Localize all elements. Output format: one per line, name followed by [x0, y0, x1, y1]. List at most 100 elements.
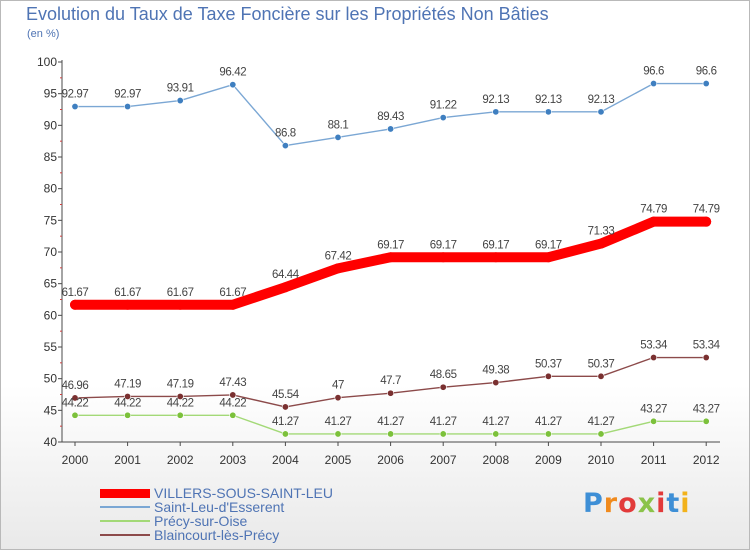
chart-unit-label: (en %) [27, 28, 60, 40]
data-point [281, 403, 289, 411]
data-point [229, 81, 237, 89]
data-label: 92.97 [62, 89, 89, 101]
line-chart: 40 45 50 55 60 65 70 75 80 85 90 95 100 2000 2001 2002 2… [37, 55, 721, 467]
y-tick-label: 90 [44, 118, 58, 132]
data-label: 48.65 [430, 369, 457, 381]
data-label: 45.54 [272, 389, 300, 401]
data-label: 61.67 [219, 287, 246, 299]
data-point [334, 133, 342, 141]
data-point [124, 103, 132, 111]
y-tick-label: 55 [44, 340, 58, 354]
data-label: 74.79 [693, 204, 720, 216]
data-label: 74.79 [640, 204, 667, 216]
data-point [70, 299, 80, 310]
data-label: 50.37 [535, 358, 562, 370]
data-point [492, 108, 500, 116]
data-label: 41.27 [430, 416, 457, 428]
y-tick-label: 95 [44, 87, 58, 101]
x-tick-label: 2010 [588, 453, 615, 467]
data-label: 92.97 [114, 89, 141, 101]
x-tick-label: 2005 [325, 453, 352, 467]
data-point [596, 238, 606, 249]
x-tick-label: 2011 [641, 453, 667, 467]
x-tick-label: 2007 [430, 453, 457, 467]
data-point [597, 372, 605, 380]
data-label: 41.27 [535, 416, 562, 428]
legend-swatch [100, 534, 150, 536]
data-point [544, 372, 552, 380]
x-tick-label: 2008 [482, 453, 509, 467]
data-label: 47.19 [167, 378, 194, 390]
chart-title: Evolution du Taux de Taxe Foncière sur l… [26, 4, 549, 24]
data-point [71, 411, 79, 419]
data-point [385, 252, 396, 263]
legend-label: Saint-Leu-d'Esserent [154, 499, 285, 515]
data-label: 67.42 [325, 250, 352, 262]
data-label: 44.22 [62, 397, 89, 409]
data-label: 49.38 [482, 365, 509, 377]
y-tick-label: 60 [44, 308, 58, 322]
data-label: 86.8 [275, 128, 296, 140]
data-label: 69.17 [377, 239, 404, 251]
y-tick-label: 75 [44, 213, 58, 227]
data-label: 46.96 [62, 380, 89, 392]
data-point [648, 216, 659, 227]
data-point [122, 299, 133, 310]
data-label: 47.7 [380, 375, 401, 387]
data-point [439, 383, 447, 391]
data-label: 92.13 [588, 94, 615, 106]
data-point [439, 430, 447, 438]
data-label: 71.33 [588, 226, 615, 238]
y-tick-label: 85 [44, 150, 58, 164]
data-point [280, 282, 291, 293]
data-label: 41.27 [588, 416, 615, 428]
legend-label: VILLERS-SOUS-SAINT-LEU [154, 485, 333, 501]
data-point [387, 389, 395, 397]
data-point [650, 417, 658, 425]
x-tick-label: 2006 [377, 453, 404, 467]
y-tick-label: 70 [44, 245, 58, 259]
data-label: 47.43 [219, 377, 246, 389]
data-point [334, 430, 342, 438]
data-point [544, 108, 552, 116]
data-label: 64.44 [272, 269, 300, 281]
data-label: 69.17 [482, 239, 509, 251]
data-point [544, 430, 552, 438]
data-point [334, 394, 342, 402]
data-label: 41.27 [377, 416, 404, 428]
data-point [71, 103, 79, 111]
data-point [229, 411, 237, 419]
data-point [281, 430, 289, 438]
x-tick-label: 2002 [167, 453, 194, 467]
data-point [492, 430, 500, 438]
data-point [124, 392, 132, 400]
data-point [227, 299, 238, 310]
legend-swatch [100, 520, 150, 522]
y-tick-label: 100 [37, 55, 57, 69]
data-label: 88.1 [328, 119, 349, 131]
x-tick-label: 2003 [219, 453, 246, 467]
data-point [229, 391, 237, 399]
logo-letter: x [637, 488, 657, 519]
data-label: 41.27 [272, 416, 299, 428]
data-point [176, 392, 184, 400]
data-label: 44.22 [219, 397, 246, 409]
logo-letter: t [666, 488, 681, 519]
logo-letter: P [583, 488, 604, 519]
data-label: 69.17 [430, 239, 457, 251]
x-tick-label: 2009 [535, 453, 562, 467]
data-label: 92.13 [535, 94, 562, 106]
data-label: 96.42 [219, 67, 246, 79]
data-label: 89.43 [377, 111, 404, 123]
data-point [176, 411, 184, 419]
x-tick-label: 2004 [272, 453, 299, 467]
data-label: 53.34 [693, 340, 721, 352]
logo-letter: r [603, 488, 619, 519]
data-label: 92.13 [482, 94, 509, 106]
data-label: 61.67 [114, 287, 141, 299]
y-tick-label: 80 [44, 182, 58, 196]
data-point [71, 394, 79, 402]
data-point [597, 430, 605, 438]
data-label: 53.34 [640, 340, 668, 352]
